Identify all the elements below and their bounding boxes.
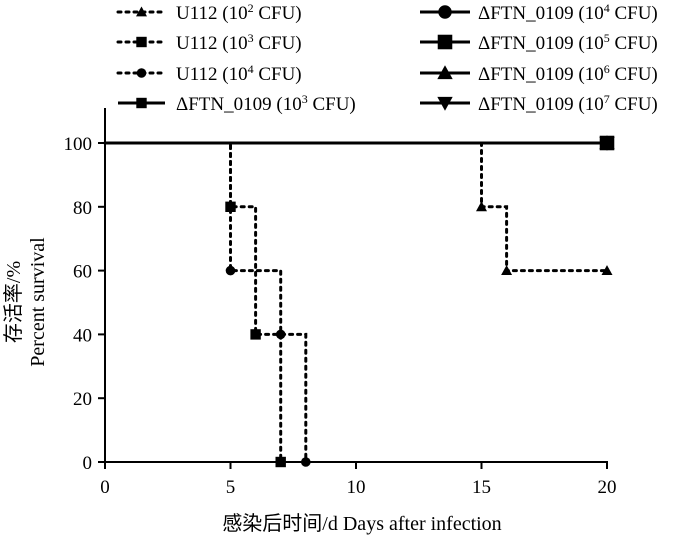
legend-label: ΔFTN_0109 (105 CFU)	[478, 31, 658, 54]
legend-label-tail: CFU)	[610, 94, 658, 115]
legend-label: U112 (104 CFU)	[176, 62, 302, 85]
plot-area	[103, 135, 615, 468]
legend-label-main: ΔFTN_0109 (10	[176, 94, 302, 115]
legend-label-exponent: 4	[248, 62, 254, 76]
legend-label-exponent: 3	[248, 31, 254, 45]
x-tick-label: 5	[226, 477, 236, 498]
legend-label: ΔFTN_0109 (104 CFU)	[478, 1, 658, 24]
legend-marker	[136, 68, 147, 78]
legend-label-exponent: 3	[302, 92, 308, 106]
legend-label-main: U112 (10	[176, 3, 248, 24]
legend-label-tail: CFU)	[610, 3, 658, 24]
legend-label-tail: CFU)	[610, 33, 658, 54]
legend-marker	[438, 5, 452, 19]
data-point	[275, 329, 286, 340]
legend-item: ΔFTN_0109 (107 CFU)	[420, 92, 658, 115]
legend-item: ΔFTN_0109 (103 CFU)	[118, 92, 356, 115]
y-tick-label: 100	[64, 134, 93, 155]
y-tick-label: 80	[73, 198, 92, 219]
series-line	[103, 141, 308, 464]
legend-label: ΔFTN_0109 (103 CFU)	[176, 92, 356, 115]
legend-label-exponent: 4	[604, 1, 610, 15]
x-tick-label: 20	[598, 477, 617, 498]
data-point	[250, 329, 261, 340]
y-tick-label: 40	[73, 325, 92, 346]
legend-marker	[437, 34, 453, 50]
legend-label-main: ΔFTN_0109 (10	[478, 94, 604, 115]
legend-label-main: ΔFTN_0109 (10	[478, 3, 604, 24]
legend-label-tail: CFU)	[610, 64, 658, 85]
legend-label-tail: CFU)	[254, 33, 302, 54]
legend-label-exponent: 2	[248, 1, 254, 15]
axes: 0 5 10 15 20 0 20 40 60 80 100	[64, 108, 617, 498]
x-tick-label: 0	[100, 477, 110, 498]
legend-label-tail: CFU)	[254, 64, 302, 85]
data-point	[225, 201, 236, 212]
legend-item: U112 (103 CFU)	[116, 31, 302, 54]
legend-item: U112 (104 CFU)	[116, 62, 302, 85]
data-point	[601, 265, 613, 275]
y-tick-label: 60	[73, 262, 92, 283]
x-tick-label: 10	[347, 477, 366, 498]
x-axis-title: 感染后时间/d Days after infection	[222, 512, 501, 535]
legend-label-main: U112 (10	[176, 33, 248, 54]
legend-marker	[437, 96, 453, 111]
legend-label: ΔFTN_0109 (106 CFU)	[478, 62, 658, 85]
y-axis-title-en: Percent survival	[27, 237, 49, 367]
data-point	[476, 201, 487, 212]
legend-label: U112 (102 CFU)	[176, 1, 302, 24]
legend: U112 (102 CFU)U112 (103 CFU)U112 (104 CF…	[116, 1, 658, 115]
data-point	[225, 265, 236, 276]
legend-label-exponent: 7	[604, 92, 610, 106]
legend-marker	[136, 6, 147, 17]
legend-label-tail: CFU)	[308, 94, 356, 115]
legend-item: ΔFTN_0109 (104 CFU)	[420, 1, 658, 24]
legend-label-main: ΔFTN_0109 (10	[478, 64, 604, 85]
legend-label-main: ΔFTN_0109 (10	[478, 33, 604, 54]
legend-label-main: U112 (10	[176, 64, 248, 85]
legend-label-exponent: 5	[604, 31, 610, 45]
legend-item: U112 (102 CFU)	[116, 1, 302, 24]
y-axis-title-cn: 存活率/%	[2, 261, 25, 343]
data-point	[501, 265, 513, 275]
legend-label-tail: CFU)	[254, 3, 302, 24]
legend-marker	[136, 36, 147, 48]
x-tick-label: 15	[472, 477, 491, 498]
y-tick-label: 0	[83, 453, 93, 474]
series-1	[103, 141, 613, 275]
y-axis-title: 存活率/% Percent survival	[2, 237, 49, 367]
legend-item: ΔFTN_0109 (106 CFU)	[420, 62, 658, 85]
y-tick-label: 20	[73, 389, 92, 410]
legend-marker	[437, 65, 453, 80]
legend-label-exponent: 6	[604, 62, 610, 76]
legend-item: ΔFTN_0109 (105 CFU)	[420, 31, 658, 54]
legend-label: U112 (103 CFU)	[176, 31, 302, 54]
legend-label: ΔFTN_0109 (107 CFU)	[478, 92, 658, 115]
series-line	[103, 141, 609, 273]
series-line	[103, 141, 283, 464]
data-point	[599, 136, 615, 151]
series-2	[103, 141, 286, 468]
legend-marker	[136, 97, 147, 109]
